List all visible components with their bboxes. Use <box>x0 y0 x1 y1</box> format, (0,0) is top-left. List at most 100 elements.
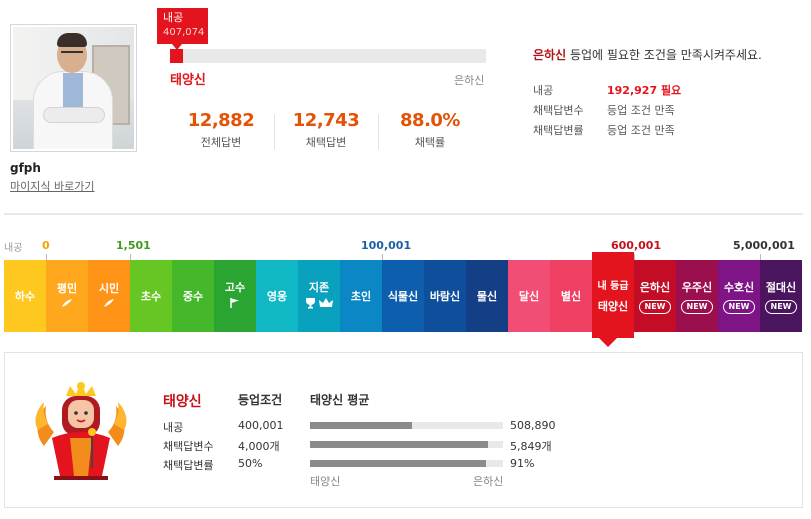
grade-item[interactable]: 초수 <box>130 260 172 332</box>
profile-photo-frame <box>10 24 137 152</box>
detail-row-average: 5,849개 <box>510 440 552 453</box>
promotion-target-grade: 은하신 <box>533 48 567 62</box>
grade-name: 은하신 <box>639 280 671 294</box>
stat-total-answers: 12,882 전체답변 <box>176 110 266 150</box>
sun-god-character-icon <box>35 382 127 480</box>
grade-progress-fill <box>170 49 183 63</box>
feather-icon <box>103 298 115 312</box>
stat-selection-rate: 88.0% 채택률 <box>385 110 475 150</box>
grade-item[interactable]: 고수 <box>214 260 256 332</box>
grade-item[interactable]: 중수 <box>172 260 214 332</box>
grade-item[interactable]: 은하신 NEW <box>634 260 676 332</box>
grade-name: 식물신 <box>387 290 419 303</box>
grade-item[interactable]: 영웅 <box>256 260 298 332</box>
scale-tick-mark <box>760 254 761 260</box>
detail-row-condition: 4,000개 <box>238 440 280 453</box>
detail-row-condition: 50% <box>238 457 263 470</box>
my-grade-label: 내 등급 <box>597 280 629 292</box>
grade-item[interactable]: 시민 <box>88 260 130 332</box>
detail-row-bar <box>310 422 503 429</box>
grade-item[interactable]: 식물신 <box>382 260 424 332</box>
promotion-row-key: 내공 <box>533 84 554 97</box>
grade-item[interactable]: 물신 <box>466 260 508 332</box>
scale-tick-5000001: 5,000,001 <box>733 239 795 252</box>
promotion-headline: 은하신 등업에 필요한 조건을 만족시켜주세요. <box>533 46 762 63</box>
new-badge: NEW <box>638 299 672 314</box>
next-grade-label: 은하신 <box>454 74 485 87</box>
grade-item[interactable]: 초인 <box>340 260 382 332</box>
trophy-crown-icon <box>304 297 334 313</box>
promotion-row-selected-rate: 채택답변률 등업 조건 만족 <box>533 122 675 138</box>
grade-name: 지존 <box>308 281 330 294</box>
detail-row-average: 508,890 <box>510 419 556 432</box>
grade-name: 절대신 <box>765 280 797 294</box>
detail-axis-left: 태양신 <box>310 475 341 488</box>
grade-name: 물신 <box>476 290 498 303</box>
promotion-row-suffix: 필요 <box>657 84 682 97</box>
grade-name: 하수 <box>14 290 36 303</box>
grade-name: 바람신 <box>429 290 461 303</box>
grade-item[interactable]: 우주신 NEW <box>676 260 718 332</box>
grade-item[interactable]: 달신 <box>508 260 550 332</box>
grade-name: 수호신 <box>723 280 755 294</box>
flag-icon <box>229 297 241 313</box>
stat-divider <box>378 114 379 150</box>
scale-tick-0: 0 <box>42 239 50 252</box>
section-divider <box>4 213 803 215</box>
promotion-headline-text: 등업에 필요한 조건을 만족시켜주세요. <box>566 48 762 62</box>
grade-item[interactable]: 별신 <box>550 260 592 332</box>
detail-row-label: 채택답변률 <box>163 459 214 472</box>
detail-axis-right: 은하신 <box>473 475 504 488</box>
stat-label: 전체답변 <box>200 136 242 149</box>
grade-item[interactable]: 하수 <box>4 260 46 332</box>
grade-name: 태양신 <box>597 299 629 313</box>
profile-photo <box>13 27 134 149</box>
detail-header-condition: 등업조건 <box>238 393 283 407</box>
scale-axis-label: 내공 <box>4 243 23 254</box>
promotion-row-key: 채택답변수 <box>533 104 584 117</box>
grade-item[interactable]: 수호신 NEW <box>718 260 760 332</box>
detail-row-label: 채택답변수 <box>163 440 214 453</box>
new-badge: NEW <box>722 299 756 314</box>
detail-row-condition: 400,001 <box>238 419 284 432</box>
grade-item[interactable]: 바람신 <box>424 260 466 332</box>
stat-label: 채택답변 <box>305 136 347 149</box>
points-bubble-label: 내공 <box>163 11 184 24</box>
new-badge: NEW <box>764 299 798 314</box>
grade-progress-bar <box>170 49 486 63</box>
grade-name: 별신 <box>560 290 582 303</box>
grade-name: 시민 <box>98 282 120 295</box>
detail-row-label: 내공 <box>163 421 184 434</box>
current-grade-pointer <box>599 338 617 347</box>
grade-item[interactable]: 지존 <box>298 260 340 332</box>
grade-name: 영웅 <box>266 290 288 303</box>
new-badge: NEW <box>680 299 714 314</box>
my-knowledge-link[interactable]: 마이지식 바로가기 <box>10 180 95 193</box>
stat-divider <box>274 114 275 150</box>
stat-selected-answers: 12,743 채택답변 <box>281 110 371 150</box>
grade-item[interactable]: 절대신 NEW <box>760 260 802 332</box>
stat-value: 88.0% <box>400 110 460 131</box>
promotion-row-points: 내공 192,927 필요 <box>533 82 681 98</box>
username: gfph <box>10 161 41 175</box>
grade-name: 중수 <box>182 290 204 303</box>
grade-name: 우주신 <box>681 280 713 294</box>
grade-item[interactable]: 평민 <box>46 260 88 332</box>
promotion-row-key: 채택답변률 <box>533 124 584 137</box>
promotion-row-value: 192,927 <box>607 84 658 97</box>
grade-name: 고수 <box>224 281 246 294</box>
grade-strip: 하수 평민 시민 초수 중수 고수 영웅 지존 초인 식물신 바람신 물신 달신 별신 내 등급 태양신 은하신… <box>4 252 803 338</box>
grade-name: 평민 <box>56 282 78 295</box>
detail-row-bar <box>310 441 503 448</box>
feather-icon <box>61 298 73 312</box>
detail-row-bar-fill <box>310 441 488 448</box>
scale-tick-mark <box>46 254 47 260</box>
stat-value: 12,882 <box>187 110 255 131</box>
detail-row-average: 91% <box>510 457 535 470</box>
current-grade-label: 태양신 <box>170 73 206 88</box>
detail-grade-name: 태양신 <box>163 394 202 410</box>
scale-tick-600001: 600,001 <box>611 239 662 252</box>
grade-name: 초인 <box>350 290 372 303</box>
grade-name: 초수 <box>140 290 162 303</box>
